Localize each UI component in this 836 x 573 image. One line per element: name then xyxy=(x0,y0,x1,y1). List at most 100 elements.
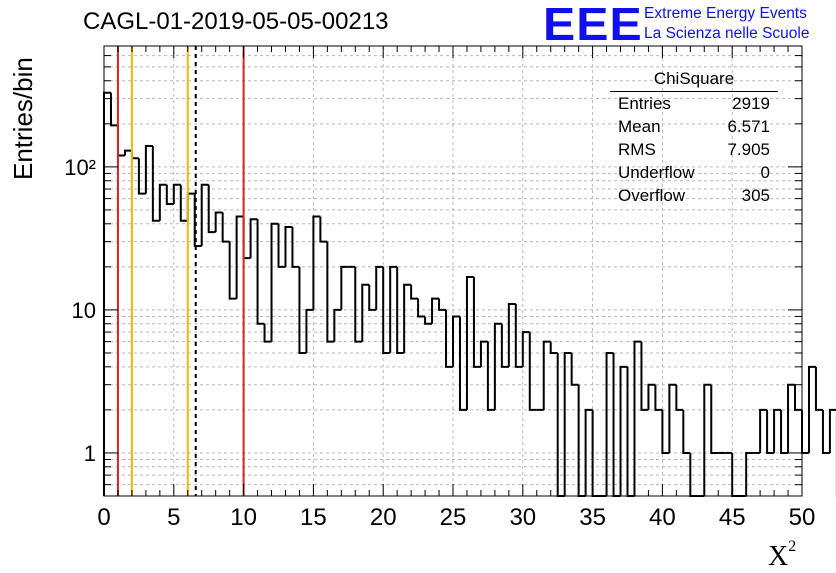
histogram-bin xyxy=(207,184,216,234)
run-title: CAGL-01-2019-05-05-00213 xyxy=(83,8,389,35)
histogram-bin xyxy=(179,184,188,222)
histogram-bin xyxy=(766,409,775,454)
histogram-bin xyxy=(458,316,467,411)
x-tick-label: 0 xyxy=(97,504,110,531)
histogram-bin xyxy=(654,384,663,411)
histogram-bin xyxy=(193,193,202,247)
histogram-bin xyxy=(249,218,258,259)
x-tick-label: 10 xyxy=(230,504,257,531)
histogram-bin xyxy=(773,408,782,453)
histogram-bin xyxy=(151,145,160,222)
histogram-bin xyxy=(214,211,223,233)
histogram-bin xyxy=(375,265,384,310)
histogram-bin xyxy=(472,276,481,368)
y-tick-label: 1 xyxy=(84,441,96,466)
histogram-bin xyxy=(333,308,342,342)
histogram-bin xyxy=(577,384,586,497)
histogram-bin xyxy=(109,92,118,127)
stats-title: ChiSquare xyxy=(610,68,778,92)
histogram-bin xyxy=(298,266,307,354)
histogram-bin xyxy=(626,366,635,497)
histogram-bin xyxy=(479,340,488,367)
histogram-bin xyxy=(500,323,509,368)
histogram-bin xyxy=(556,352,565,497)
histogram-bin xyxy=(186,192,195,221)
histogram-bin xyxy=(745,451,754,496)
y-axis-label: Entries/bin xyxy=(8,57,38,180)
histogram-bin xyxy=(116,125,125,157)
y-tick-label: 10² xyxy=(64,155,96,180)
histogram-bin xyxy=(417,298,426,318)
x-tick-label: 50 xyxy=(789,504,816,531)
histogram-bin xyxy=(256,219,265,325)
histogram-bin xyxy=(389,265,398,353)
stats-box: ChiSquare Entries 2919 Mean 6.571 RMS 7.… xyxy=(610,68,778,207)
stats-value: 305 xyxy=(741,186,770,205)
histogram-bin xyxy=(382,266,391,354)
histogram-bin xyxy=(103,91,111,496)
stats-value: 6.571 xyxy=(727,117,770,136)
histogram-bin xyxy=(794,384,802,411)
stats-value: 0 xyxy=(760,163,770,182)
histogram-bin xyxy=(221,212,230,243)
histogram-bin xyxy=(661,409,670,454)
histogram-bin xyxy=(130,150,139,160)
axes: 0 5 10 15 20 25 30 35 40 45 50 1 10 10² xyxy=(64,45,816,531)
histogram-bin xyxy=(431,297,440,324)
histogram-bin xyxy=(263,323,272,343)
histogram-bin xyxy=(710,384,719,454)
histogram-bin xyxy=(640,341,649,411)
histogram-bin xyxy=(277,223,286,268)
logo-text: Extreme Energy Events La Scienza nelle S… xyxy=(644,4,809,44)
histogram-bin xyxy=(703,383,712,496)
histogram-bin xyxy=(521,331,530,367)
histogram-bin xyxy=(452,315,460,367)
histogram-bin xyxy=(172,183,181,205)
histogram-bin xyxy=(242,216,251,260)
x-tick-label: 5 xyxy=(167,504,180,531)
histogram-bin xyxy=(633,340,642,496)
histogram-bin xyxy=(291,226,300,268)
histogram-bin xyxy=(270,222,279,342)
histogram-bin xyxy=(675,384,684,411)
histogram-bin xyxy=(235,215,244,299)
histogram-bin xyxy=(368,284,377,311)
x-tick-label: 40 xyxy=(649,504,676,531)
histogram-bin xyxy=(821,409,830,454)
histogram-bin xyxy=(326,241,335,343)
histogram-bin xyxy=(305,308,314,353)
x-axis-label: X2 xyxy=(768,538,796,573)
histogram-bin xyxy=(445,309,453,368)
stats-row-underflow: Underflow 0 xyxy=(610,161,778,184)
histogram-bin xyxy=(814,366,823,411)
histogram-bin xyxy=(759,408,768,453)
histogram-bin xyxy=(668,383,677,453)
x-axis-label-sup: 2 xyxy=(788,538,797,555)
histogram-bin xyxy=(137,158,146,195)
histogram-bin xyxy=(361,283,370,342)
histogram-bin xyxy=(682,409,691,454)
histogram-bin xyxy=(312,215,321,310)
y-tick-label: 10 xyxy=(72,298,96,323)
histogram-bin xyxy=(647,383,656,410)
histogram-bin xyxy=(619,365,628,496)
stats-value: 2919 xyxy=(732,94,770,113)
histogram-bin xyxy=(605,351,614,496)
histogram-bin xyxy=(165,184,174,206)
histogram-bin xyxy=(438,298,447,311)
x-tick-label: 25 xyxy=(440,504,467,531)
histogram-bin xyxy=(319,216,328,243)
histogram-bin xyxy=(549,341,558,354)
stats-row-entries: Entries 2919 xyxy=(610,92,778,115)
x-axis-label-base: X xyxy=(768,541,789,572)
histogram-bin xyxy=(807,365,816,453)
histogram-bin xyxy=(424,316,433,325)
histogram-bin xyxy=(486,341,495,411)
stats-value: 7.905 xyxy=(727,140,770,159)
histogram-bin xyxy=(828,408,836,453)
stats-label: Underflow xyxy=(618,163,695,182)
histogram-bin xyxy=(801,409,809,454)
stats-label: Mean xyxy=(618,117,661,136)
histogram-bin xyxy=(584,408,593,496)
